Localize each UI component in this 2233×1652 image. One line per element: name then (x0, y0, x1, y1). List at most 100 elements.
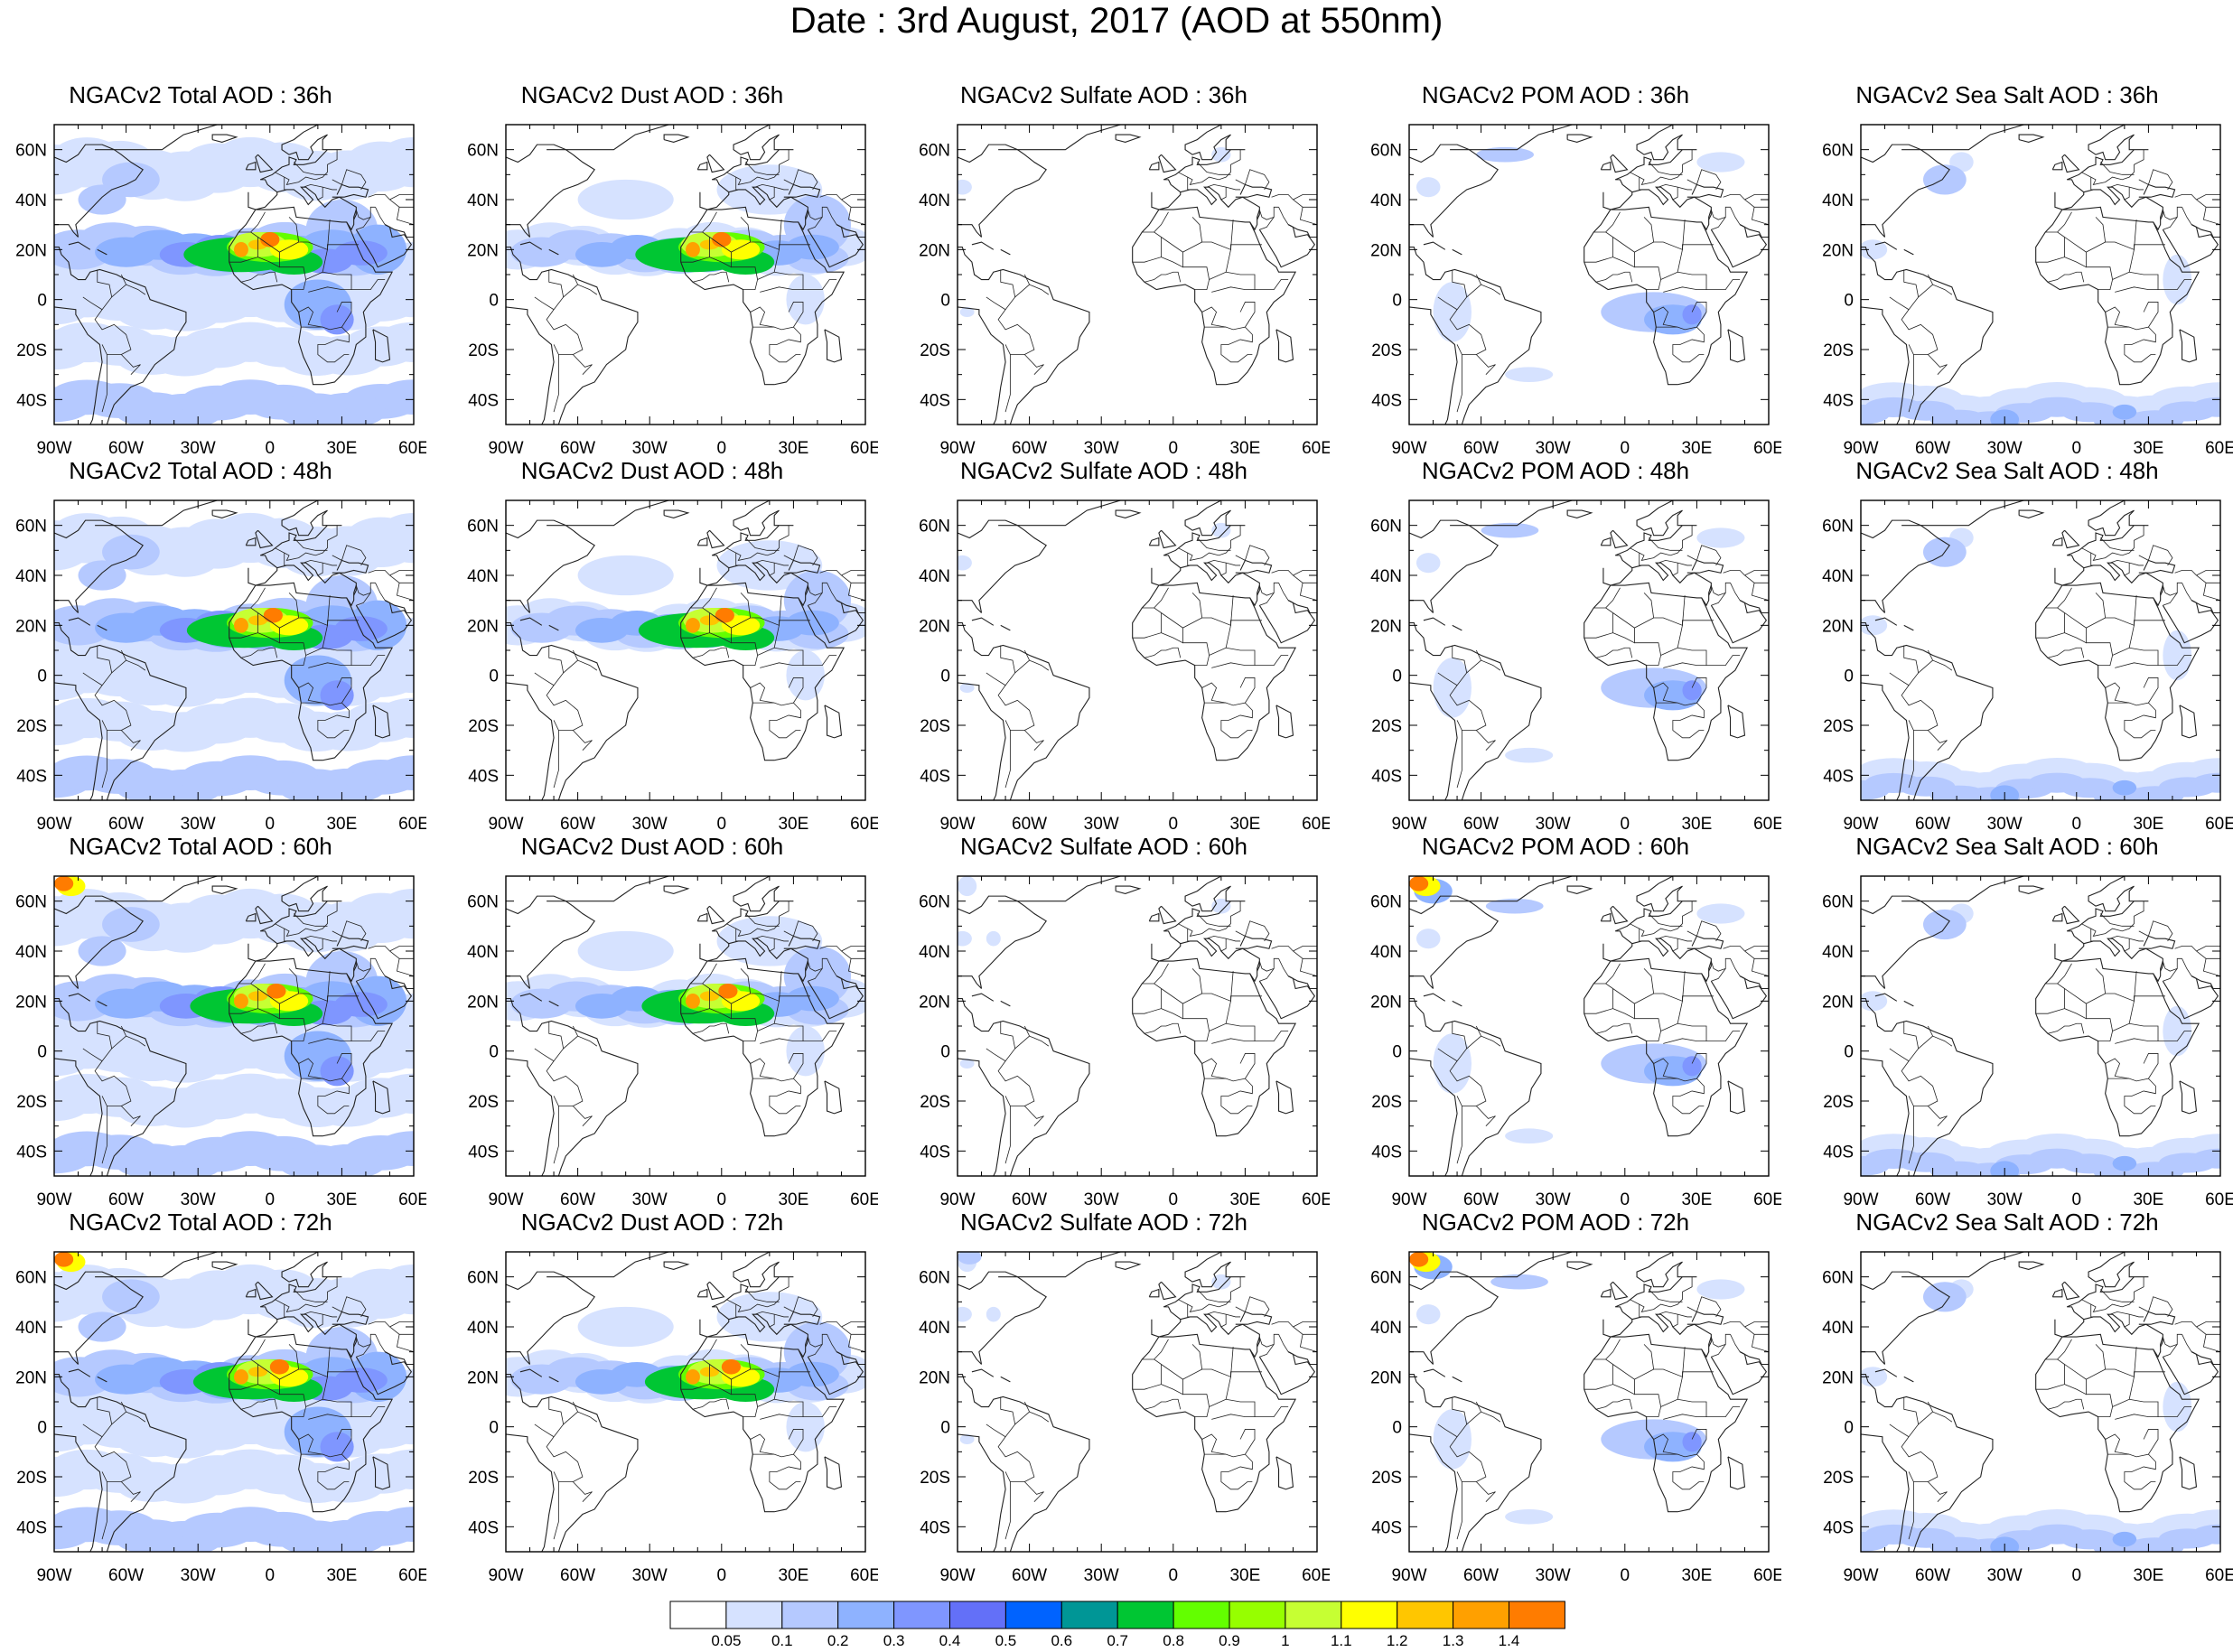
aod-contour-1 (959, 1433, 975, 1445)
lat-tick-label: 0 (940, 1419, 950, 1438)
border-16 (534, 672, 555, 686)
border-9 (2158, 1031, 2192, 1042)
border-9 (2158, 279, 2192, 291)
coastline-0 (54, 144, 144, 238)
border-10 (1204, 677, 1256, 706)
border-28 (1278, 1334, 1289, 1352)
border-14 (1449, 1411, 1496, 1502)
border-28 (1278, 583, 1289, 601)
border-29 (808, 217, 823, 230)
coastline-14 (1249, 584, 1260, 607)
coastline-12 (2035, 1333, 2200, 1513)
coastline-13 (2179, 1456, 2198, 1490)
border-22 (2090, 553, 2101, 566)
lat-tick-label: 60N (15, 893, 47, 912)
border-28 (375, 207, 386, 225)
aod-contour-37 (686, 618, 700, 633)
coastline-5 (1452, 248, 1462, 256)
border-4 (2086, 1018, 2114, 1042)
lat-tick-label: 0 (489, 1043, 499, 1062)
lon-tick-label: 30W (181, 1190, 216, 1209)
aod-contour-11 (375, 512, 414, 564)
lon-tick-label: 30E (1681, 815, 1712, 834)
coastline-2 (1861, 247, 1994, 425)
coastline-14 (346, 209, 357, 231)
map-panel-pom-36h: NGACv2 POM AOD : 36h 90W 60W 30W 0 30E 60E 60N 4… (1357, 81, 1781, 459)
lon-tick-label: 60E (2205, 1190, 2233, 1209)
border-4 (279, 266, 307, 291)
panel-title: NGACv2 POM AOD : 72h (1421, 1209, 1690, 1236)
border-21 (1197, 1289, 1231, 1302)
aod-contour-0 (1415, 1304, 1441, 1325)
border-26 (1271, 194, 1317, 208)
border-21 (294, 913, 328, 927)
coastline-0 (1861, 1271, 1950, 1365)
coastline-4 (519, 617, 543, 626)
border-20 (2080, 901, 2144, 937)
border-12 (2105, 306, 2130, 328)
aod-contour-59 (375, 1507, 414, 1543)
aod-contour-96 (234, 1369, 248, 1385)
border-1 (229, 607, 258, 639)
coastline-7 (2018, 509, 2045, 518)
coastline-17 (1287, 224, 1317, 238)
border-25 (332, 1296, 367, 1318)
border-13 (1595, 271, 1633, 283)
panel-title: NGACv2 Dust AOD : 72h (520, 1209, 784, 1236)
coastline-7 (663, 1261, 690, 1270)
border-17 (1000, 269, 1016, 297)
lon-tick-label: 60E (2205, 1566, 2233, 1585)
panel-title: NGACv2 POM AOD : 48h (1421, 457, 1690, 484)
border-18 (1023, 649, 1050, 671)
lat-tick-label: 40S (468, 767, 499, 786)
border-17 (1903, 269, 1920, 297)
border-12 (298, 306, 323, 328)
border-3 (709, 252, 732, 268)
colorbar-swatch (781, 1601, 839, 1629)
border-28 (375, 583, 386, 601)
border-23 (303, 183, 338, 191)
map-panel-sulfate-60h: NGACv2 Sulfate AOD : 60h 90W 60W 30W 0 30E 60E… (905, 833, 1330, 1210)
coastline-9 (1600, 1288, 1612, 1298)
border-14 (1449, 659, 1496, 751)
coastline-7 (1115, 1261, 1142, 1270)
border-11 (1672, 1453, 1705, 1490)
border-8 (1663, 1398, 1707, 1420)
aod-contour-1 (959, 682, 975, 694)
coastline-13 (824, 705, 843, 739)
coastline-8 (2061, 905, 2080, 925)
lon-tick-label: 60E (1753, 1190, 1781, 1209)
coastline-11 (276, 1313, 357, 1348)
coastline-2 (1861, 1374, 1994, 1552)
lat-tick-label: 40S (920, 1143, 950, 1162)
coastline-11 (728, 186, 808, 220)
coastline-11 (276, 186, 357, 220)
lon-tick-label: 0 (1169, 815, 1179, 834)
lat-tick-label: 40S (16, 391, 47, 410)
coastline-6 (998, 1252, 1121, 1278)
border-3 (2064, 1003, 2087, 1020)
lon-tick-label: 30W (181, 1566, 216, 1585)
lat-tick-label: 20S (468, 341, 499, 360)
border-26 (368, 194, 414, 208)
border-20 (1629, 525, 1693, 561)
lon-tick-label: 90W (939, 815, 975, 834)
coastline-1 (506, 975, 530, 989)
border-24 (769, 938, 775, 952)
coastline-13 (1275, 329, 1294, 363)
coastline-4 (68, 617, 91, 626)
border-29 (356, 1344, 371, 1358)
coastline-14 (346, 1336, 357, 1358)
coastline-0 (958, 144, 1047, 238)
border-31 (1751, 958, 1769, 977)
border-27 (807, 1333, 827, 1348)
border-28 (2182, 207, 2192, 225)
aod-contour-0 (1415, 177, 1441, 198)
lon-tick-label: 30E (1229, 439, 1260, 458)
lat-tick-label: 40N (1822, 567, 1854, 586)
aod-contour-61 (78, 1311, 126, 1342)
border-10 (301, 302, 352, 331)
border-7 (1682, 1371, 1714, 1377)
coastline-4 (1423, 241, 1446, 250)
colorbar-swatch (1116, 1601, 1174, 1629)
